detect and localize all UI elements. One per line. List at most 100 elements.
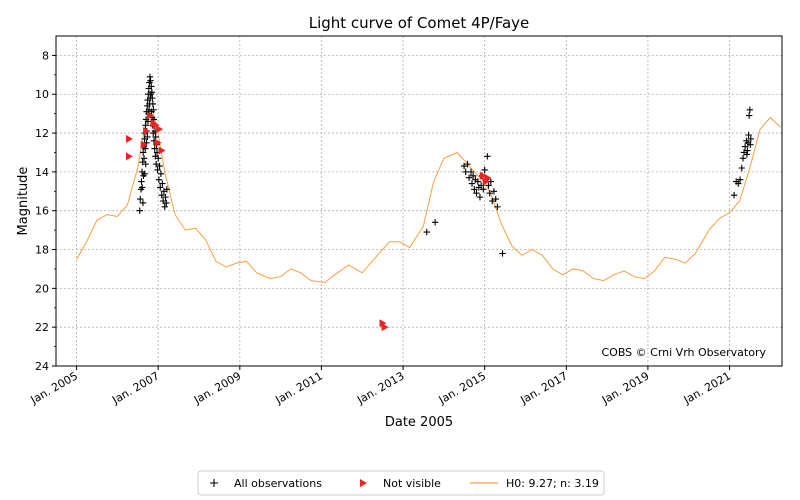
plot-frame xyxy=(55,35,783,367)
x-tick-label: Jan. 2019 xyxy=(599,369,651,407)
observation-point xyxy=(158,191,165,199)
not-visible-point xyxy=(143,127,151,136)
observation-point xyxy=(155,155,162,162)
observation-point xyxy=(473,190,480,197)
observation-point xyxy=(149,100,157,108)
observation-point xyxy=(161,203,168,211)
y-tick-label: 16 xyxy=(35,205,49,218)
x-tick-label: Jan. 2017 xyxy=(517,369,569,407)
legend-marker-not-visible xyxy=(360,479,367,487)
observation-point xyxy=(481,166,488,174)
observation-point xyxy=(431,219,439,226)
observation-point xyxy=(148,83,155,90)
observation-point xyxy=(464,160,471,168)
not-visible-point xyxy=(381,323,389,332)
observation-point xyxy=(471,186,478,193)
observation-point xyxy=(423,228,430,236)
observation-point xyxy=(149,94,156,102)
y-tick-label: 24 xyxy=(35,360,49,373)
observation-point xyxy=(492,195,499,203)
y-tick-label: 20 xyxy=(35,282,49,295)
x-tick-label: Jan. 2013 xyxy=(354,369,406,407)
not-visible-point xyxy=(140,140,148,149)
observation-point xyxy=(144,133,151,141)
observation-point xyxy=(465,174,473,181)
observation-point xyxy=(150,106,157,113)
not-visible-group xyxy=(125,111,492,332)
not-visible-point xyxy=(154,138,162,147)
observation-point xyxy=(139,149,147,156)
observation-point xyxy=(489,197,496,205)
observation-point xyxy=(157,184,164,191)
y-tick-label: 8 xyxy=(42,49,49,62)
x-tick-label: Jan. 2009 xyxy=(191,369,243,407)
observation-point xyxy=(140,155,148,162)
observation-point xyxy=(156,162,163,170)
x-tick-label: Jan. 2015 xyxy=(436,369,488,407)
observation-point xyxy=(739,155,747,162)
observation-point xyxy=(477,182,485,189)
legend-marker-observations xyxy=(210,479,218,487)
not-visible-point xyxy=(479,171,487,180)
observation-point xyxy=(490,188,498,195)
observation-point xyxy=(154,166,161,174)
observation-point xyxy=(159,180,166,187)
y-tick-label: 22 xyxy=(35,321,49,334)
observation-point xyxy=(745,131,752,139)
observation-point xyxy=(142,145,149,152)
observation-point xyxy=(735,180,742,187)
legend-label-fit: H0: 9.27; n: 3.19 xyxy=(506,477,599,490)
x-tick-label: Jan. 2011 xyxy=(273,369,325,407)
legend-box xyxy=(197,470,605,496)
observation-point xyxy=(745,112,753,119)
observation-point xyxy=(476,193,484,201)
y-tick-label: 10 xyxy=(35,88,49,101)
x-tick-label: Jan. 2021 xyxy=(681,369,733,407)
observations-group xyxy=(136,73,755,257)
observation-point xyxy=(467,168,475,176)
observation-point xyxy=(137,195,144,203)
observation-point xyxy=(152,133,159,141)
observation-point xyxy=(151,145,158,152)
legend-label-not-visible: Not visible xyxy=(383,477,441,490)
plot-area xyxy=(56,36,782,366)
observation-point xyxy=(146,73,154,80)
x-tick-label: Jan. 2005 xyxy=(28,369,80,407)
observation-point xyxy=(136,207,143,214)
observation-point xyxy=(474,178,482,185)
y-tick-label: 18 xyxy=(35,244,49,257)
observation-point xyxy=(163,199,170,207)
not-visible-point xyxy=(379,319,387,328)
observation-point xyxy=(460,162,468,170)
observation-point xyxy=(738,164,745,172)
x-axis-label: Date 2005 xyxy=(385,415,453,430)
not-visible-point xyxy=(125,134,133,143)
observation-point xyxy=(468,180,476,187)
copyright-annotation: COBS © Crni Vrh Observatory xyxy=(601,346,766,359)
not-visible-point xyxy=(146,111,154,120)
legend: All observations Not visible H0: 9.27; n: … xyxy=(197,470,605,496)
observation-point xyxy=(139,184,146,191)
x-axis: Jan. 2005 Jan. 2007 Jan. 2009 Jan. 2011 Jan.… xyxy=(28,366,733,407)
observation-point xyxy=(485,182,492,189)
not-visible-point xyxy=(158,146,166,155)
observation-point xyxy=(142,122,149,129)
observation-point xyxy=(744,147,751,154)
observation-point xyxy=(138,178,145,185)
legend-label-observations: All observations xyxy=(234,477,322,490)
observation-point xyxy=(148,89,156,96)
observation-point xyxy=(736,176,744,183)
observation-point xyxy=(139,199,147,207)
chart-title: Light curve of Comet 4P/Faye xyxy=(309,14,530,32)
observation-point xyxy=(746,106,754,113)
observation-point xyxy=(162,193,169,201)
observation-point xyxy=(163,186,171,193)
observation-point xyxy=(141,170,148,178)
observation-point xyxy=(747,135,755,143)
y-axis: 8 10 12 14 16 18 20 22 24 xyxy=(35,49,56,373)
observation-point xyxy=(157,170,165,178)
observation-point xyxy=(741,143,749,150)
observation-point xyxy=(480,186,487,193)
observation-point xyxy=(494,203,501,211)
